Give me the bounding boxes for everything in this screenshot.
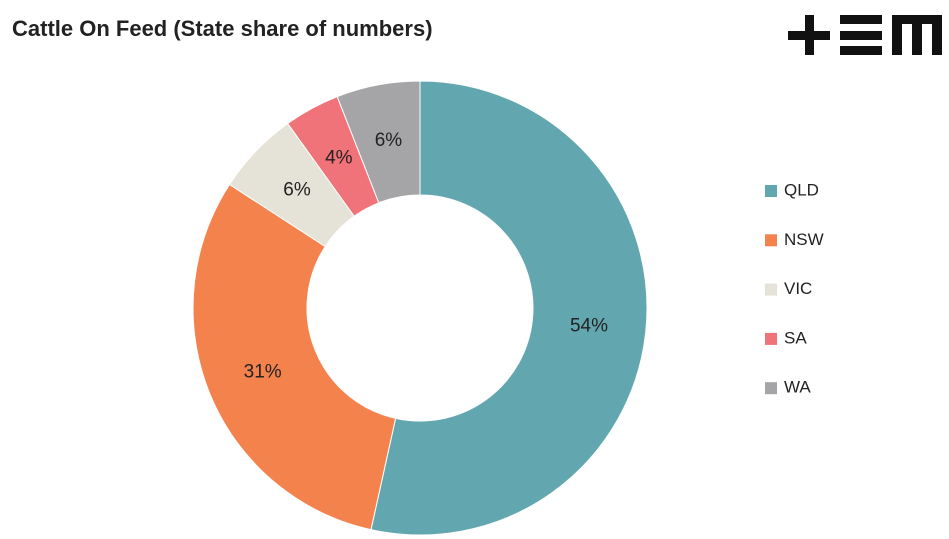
legend-label: QLD — [784, 180, 819, 199]
data-label: 6% — [375, 130, 403, 151]
data-label: 4% — [325, 148, 353, 169]
slice — [370, 80, 648, 536]
logo — [788, 15, 942, 55]
legend-swatch — [765, 382, 777, 395]
slice — [192, 183, 397, 531]
data-label: 54% — [570, 315, 608, 336]
legend-swatch — [765, 283, 777, 296]
data-label: 31% — [244, 361, 282, 382]
slice — [336, 80, 421, 204]
legend-swatch — [765, 185, 777, 197]
legend-label: SA — [784, 328, 807, 347]
chart-title: Cattle On Feed (State share of numbers) — [12, 16, 433, 41]
legend-swatch — [765, 234, 777, 247]
data-label: 6% — [283, 180, 311, 201]
legend-swatch — [765, 332, 777, 345]
legend-label: VIC — [784, 279, 812, 298]
legend-label: WA — [784, 378, 811, 397]
legend-label: NSW — [784, 230, 824, 249]
